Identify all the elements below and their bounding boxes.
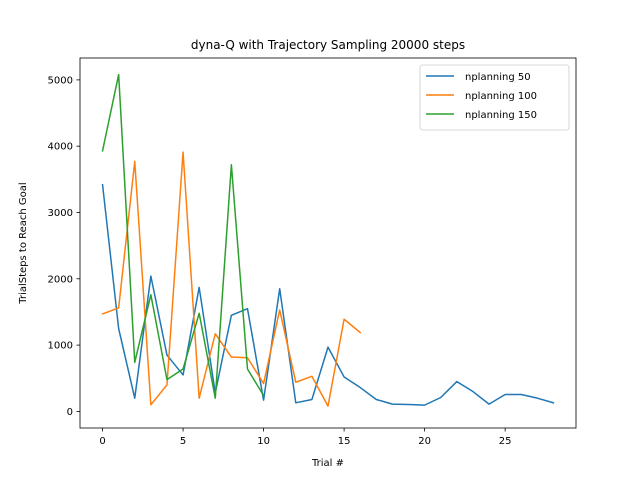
y-tick-label: 0 bbox=[67, 407, 73, 418]
chart-title: dyna-Q with Trajectory Sampling 20000 st… bbox=[191, 38, 465, 52]
y-tick-label: 1000 bbox=[48, 341, 73, 352]
y-tick-label: 3000 bbox=[48, 208, 73, 219]
plot-lines bbox=[101, 73, 555, 407]
x-tick-label: 5 bbox=[180, 436, 186, 447]
x-tick-label: 0 bbox=[99, 436, 105, 447]
series-line-2 bbox=[101, 151, 362, 407]
legend-label-3: nplanning 150 bbox=[465, 110, 537, 121]
legend: nplanning 50 nplanning 100 nplanning 150 bbox=[419, 64, 570, 131]
plot-frame bbox=[79, 57, 577, 429]
x-axis-label: Trial # bbox=[311, 458, 344, 469]
y-tick-label: 2000 bbox=[48, 274, 73, 285]
x-tick-label: 20 bbox=[418, 436, 431, 447]
y-axis-ticks: 0 1000 2000 3000 4000 5000 bbox=[48, 75, 80, 418]
x-tick-label: 10 bbox=[257, 436, 270, 447]
x-axis-ticks: 0 5 10 15 20 25 bbox=[99, 428, 512, 447]
x-tick-label: 15 bbox=[338, 436, 351, 447]
series-line-3 bbox=[101, 73, 265, 399]
legend-label-1: nplanning 50 bbox=[465, 72, 531, 83]
y-axis-label: TrialSteps to Reach Goal bbox=[18, 182, 29, 304]
y-tick-label: 5000 bbox=[48, 75, 73, 86]
y-tick-label: 4000 bbox=[48, 142, 73, 153]
legend-label-2: nplanning 100 bbox=[465, 91, 537, 102]
series-line-1 bbox=[101, 183, 555, 406]
x-tick-label: 25 bbox=[499, 436, 512, 447]
legend-box bbox=[419, 64, 570, 131]
